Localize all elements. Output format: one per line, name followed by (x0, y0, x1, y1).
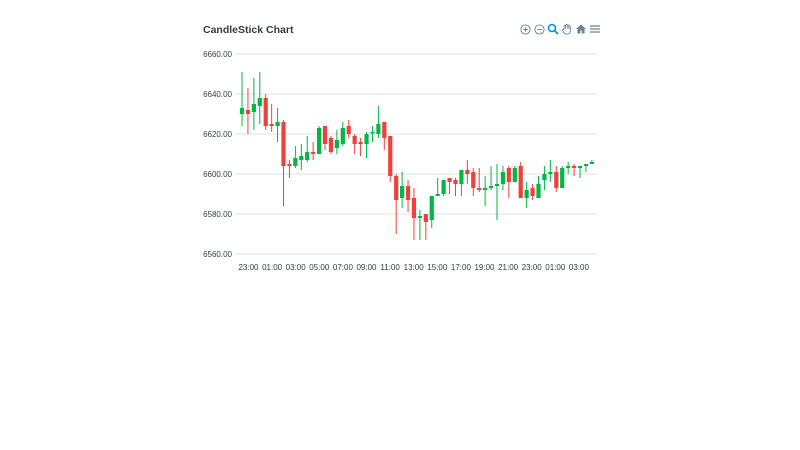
candle-up[interactable] (566, 166, 571, 168)
candle-up[interactable] (400, 186, 405, 198)
candle-down[interactable] (465, 170, 470, 174)
candle-up[interactable] (257, 98, 262, 106)
candle-up[interactable] (316, 128, 322, 154)
x-axis-label: 05:00 (309, 263, 330, 272)
y-axis-label: 6580.00 (203, 210, 232, 219)
candle-up[interactable] (239, 108, 245, 114)
zoom-in-icon[interactable] (519, 23, 531, 35)
candle-up[interactable] (524, 190, 529, 198)
candle-down[interactable] (405, 186, 411, 200)
candle-down[interactable] (506, 168, 511, 182)
candlestick-chart: CandleStick Chart 6660.00 6640.00 6620.00 6… (195, 15, 605, 285)
x-axis-label: 15:00 (427, 263, 448, 272)
candle-down[interactable] (477, 188, 482, 190)
home-icon[interactable] (575, 23, 587, 35)
candle-down[interactable] (453, 180, 458, 184)
x-axis-label: 21:00 (498, 263, 519, 272)
candle-up[interactable] (500, 172, 506, 184)
y-axis-label: 6620.00 (203, 130, 232, 139)
candle-up[interactable] (417, 216, 422, 218)
candle-up[interactable] (488, 186, 494, 188)
zoom-out-icon[interactable] (533, 23, 545, 35)
pan-icon[interactable] (561, 23, 573, 35)
candle-up[interactable] (577, 166, 583, 168)
candle-up[interactable] (583, 164, 589, 166)
candle-up[interactable] (275, 122, 280, 126)
candle-down[interactable] (328, 138, 334, 152)
x-axis-label: 07:00 (333, 263, 354, 272)
candle-down[interactable] (554, 172, 559, 188)
candle-up[interactable] (589, 162, 594, 164)
candle-up[interactable] (299, 156, 304, 160)
plot-area[interactable]: 6660.00 6640.00 6620.00 6600.00 6580.00 6560.… (195, 15, 605, 285)
menu-icon[interactable] (589, 23, 601, 35)
candle-down[interactable] (382, 122, 387, 138)
candle-up[interactable] (459, 170, 464, 184)
candle-up[interactable] (334, 140, 339, 148)
selection-zoom-icon[interactable] (547, 23, 559, 35)
candle-down[interactable] (281, 122, 286, 166)
x-axis-label: 17:00 (451, 263, 472, 272)
candle-up[interactable] (548, 172, 553, 174)
candle-up[interactable] (560, 168, 565, 188)
candle-up[interactable] (293, 158, 298, 166)
candle-down[interactable] (263, 98, 268, 126)
candle-up[interactable] (376, 124, 381, 134)
candle-down[interactable] (358, 142, 363, 144)
candle-down[interactable] (447, 178, 452, 182)
x-axis-label: 13:00 (404, 263, 425, 272)
x-axis-label: 11:00 (380, 263, 400, 272)
x-axis-label: 23:00 (522, 263, 543, 272)
candle-up[interactable] (429, 196, 434, 220)
candle-down[interactable] (322, 126, 328, 144)
y-axis-label: 6660.00 (203, 50, 232, 59)
x-axis-label: 03:00 (286, 263, 307, 272)
candle-up[interactable] (251, 104, 256, 112)
candle-down[interactable] (245, 110, 251, 114)
y-axis-label: 6640.00 (203, 90, 232, 99)
candle-up[interactable] (483, 188, 488, 190)
y-axis-label: 6560.00 (203, 250, 232, 259)
chart-title: CandleStick Chart (203, 24, 294, 36)
x-axis-label: 23:00 (238, 263, 259, 272)
candle-down[interactable] (471, 172, 476, 188)
candle-down[interactable] (571, 166, 577, 168)
candle-up[interactable] (340, 128, 345, 144)
chart-toolbar (519, 23, 601, 35)
candle-down[interactable] (518, 166, 523, 198)
candle-down[interactable] (287, 164, 292, 166)
candle-up[interactable] (305, 152, 310, 160)
candle-up[interactable] (364, 134, 369, 144)
candle-up[interactable] (494, 184, 500, 186)
candle-down[interactable] (269, 124, 274, 126)
x-axis-label: 09:00 (356, 263, 377, 272)
x-axis-label: 01:00 (262, 263, 283, 272)
y-axis-label: 6600.00 (203, 170, 232, 179)
candle-up[interactable] (441, 180, 446, 194)
candle-up[interactable] (512, 168, 517, 182)
x-axis-label: 01:00 (545, 263, 566, 272)
x-axis-label: 03:00 (569, 263, 590, 272)
candle-down[interactable] (311, 152, 316, 154)
candle-up[interactable] (435, 194, 440, 196)
candle-down[interactable] (394, 176, 399, 200)
candle-up[interactable] (542, 174, 547, 180)
candle-down[interactable] (411, 198, 417, 218)
candle-down[interactable] (388, 136, 393, 176)
candle-down[interactable] (346, 126, 351, 134)
candle-up[interactable] (536, 184, 541, 198)
candle-down[interactable] (352, 136, 357, 144)
candle-up[interactable] (370, 132, 375, 134)
x-axis-label: 19:00 (474, 263, 495, 272)
candle-down[interactable] (530, 188, 535, 196)
candle-down[interactable] (423, 214, 428, 222)
